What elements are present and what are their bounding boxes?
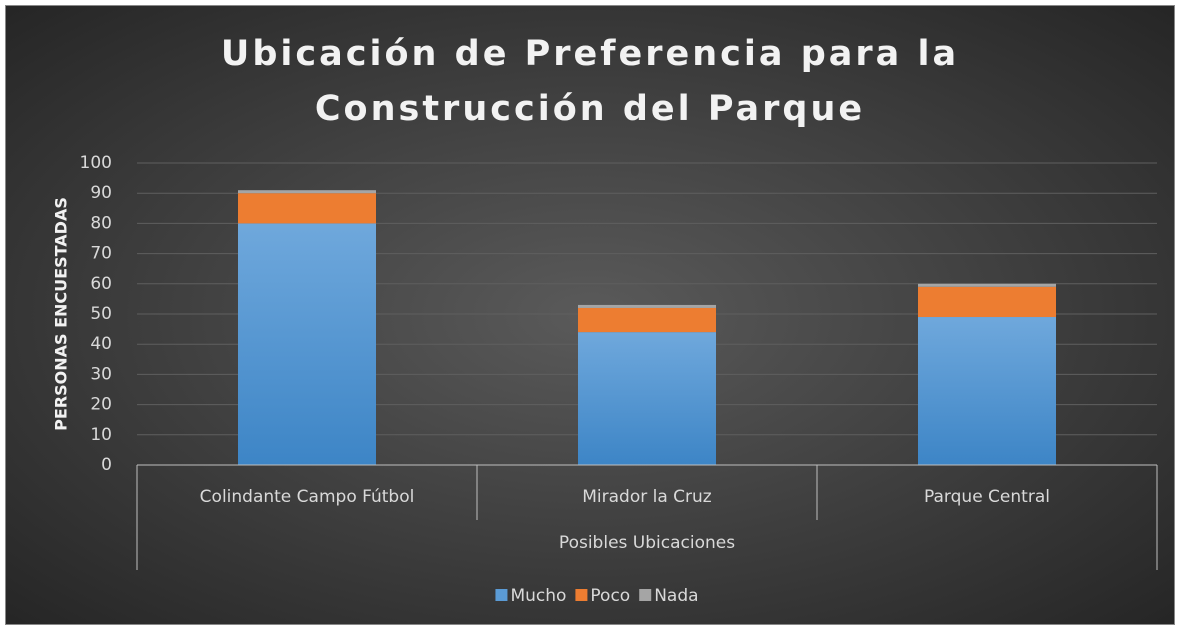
- y-axis-title: PERSONAS ENCUESTADAS: [52, 197, 71, 431]
- y-tick-label: 20: [90, 395, 112, 415]
- x-axis-title: Posibles Ubicaciones: [559, 533, 735, 553]
- bar-segment: [578, 304, 716, 308]
- y-tick-label: 100: [80, 153, 112, 173]
- legend-swatch: [575, 589, 588, 601]
- bar-segment: [578, 332, 716, 465]
- bar-segment: [238, 223, 376, 465]
- y-tick-label: 10: [90, 425, 112, 445]
- legend-swatch: [639, 589, 652, 601]
- y-tick-label: 60: [90, 274, 112, 294]
- bar-segment: [918, 283, 1056, 287]
- chart-title: Ubicación de Preferencia para la: [221, 34, 959, 74]
- y-tick-label: 90: [90, 183, 112, 203]
- bar-segment: [918, 286, 1056, 318]
- y-tick-label: 50: [90, 304, 112, 324]
- x-tick-label: Parque Central: [924, 487, 1050, 507]
- bar-segment: [578, 307, 716, 333]
- y-tick-label: 0: [101, 455, 112, 475]
- bar-segment: [238, 190, 376, 194]
- legend: Mucho Poco Nada: [495, 586, 699, 606]
- legend-label: Mucho: [510, 586, 566, 606]
- legend-label: Nada: [654, 586, 698, 606]
- y-tick-label: 70: [90, 244, 112, 264]
- x-tick-label: Mirador la Cruz: [582, 487, 712, 507]
- bar-segment: [238, 193, 376, 224]
- legend-label: Poco: [590, 586, 630, 606]
- chart-title: Construcción del Parque: [315, 89, 865, 129]
- x-tick-label: Colindante Campo Fútbol: [200, 487, 415, 507]
- y-tick-label: 40: [90, 334, 112, 354]
- bar-segment: [918, 317, 1056, 465]
- y-tick-label: 80: [90, 213, 112, 233]
- y-tick-label: 30: [90, 364, 112, 384]
- legend-swatch: [495, 589, 508, 601]
